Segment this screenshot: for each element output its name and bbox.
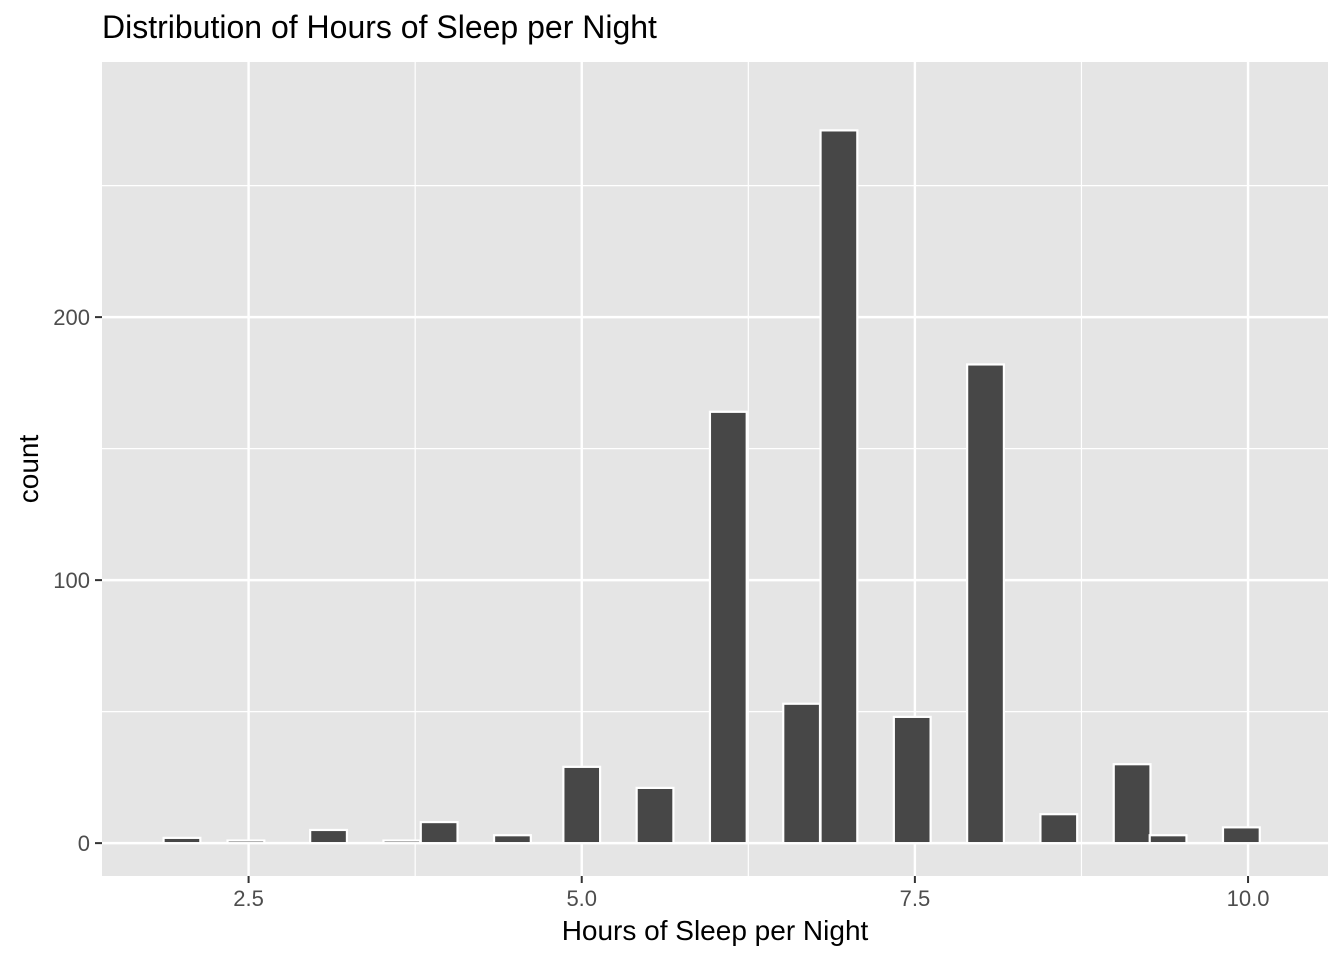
histogram-bar-4	[419, 820, 459, 845]
x-tick-label-1: 5.0	[566, 886, 597, 911]
y-axis-title: count	[13, 435, 44, 504]
y-tick-label-0: 0	[78, 831, 90, 856]
histogram-bar-2	[309, 828, 349, 845]
histogram-bar-15	[1148, 834, 1188, 845]
histogram-bar-3	[382, 839, 422, 845]
histogram-bar-6	[562, 765, 602, 845]
y-tick-label-1: 100	[53, 568, 90, 593]
histogram-bar-7	[635, 786, 675, 845]
x-tick-label-0: 2.5	[233, 886, 264, 911]
histogram-bar-9	[782, 702, 822, 845]
axes: 2.5 5.0 7.5 10.0 0 100 200	[53, 305, 1269, 911]
x-tick-label-3: 10.0	[1227, 886, 1270, 911]
histogram-bar-16	[1221, 826, 1261, 845]
histogram-bar-11	[892, 715, 932, 845]
histogram-bar-1	[226, 839, 266, 845]
x-tick-label-2: 7.5	[900, 886, 931, 911]
histogram-bar-8	[708, 410, 748, 845]
chart-title: Distribution of Hours of Sleep per Night	[102, 9, 657, 45]
histogram-bars	[162, 129, 1261, 845]
histogram-bar-10	[819, 129, 859, 845]
histogram-bar-14	[1112, 763, 1152, 845]
x-axis-title: Hours of Sleep per Night	[562, 915, 869, 946]
histogram-bar-12	[966, 363, 1006, 845]
histogram-bar-13	[1039, 813, 1079, 845]
histogram-bar-5	[492, 834, 532, 845]
y-tick-label-2: 200	[53, 305, 90, 330]
histogram-bar-0	[162, 836, 202, 845]
